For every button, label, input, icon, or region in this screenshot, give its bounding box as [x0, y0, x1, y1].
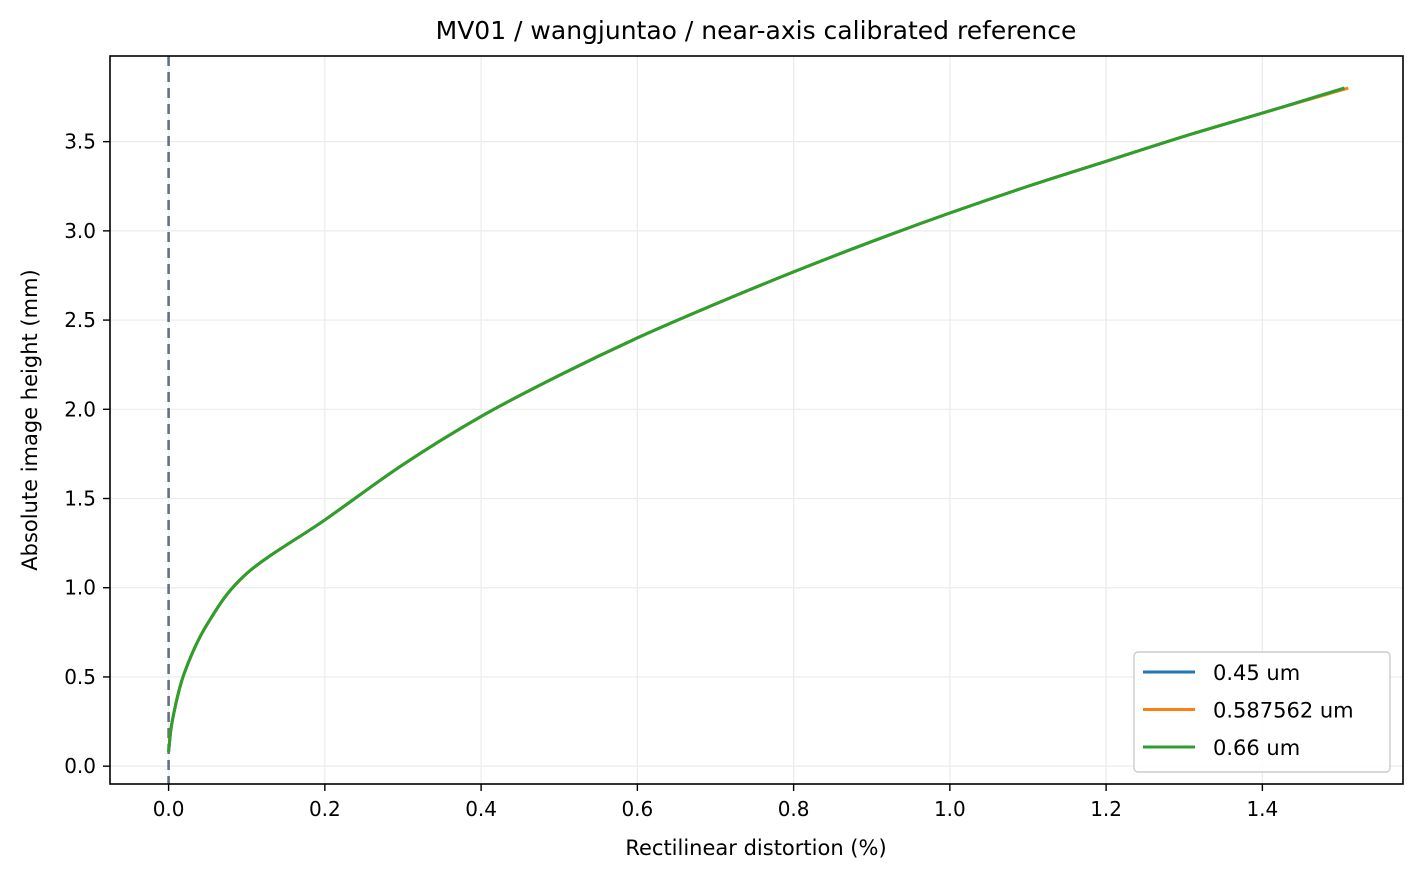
y-tick-label: 1.5 — [64, 487, 96, 511]
y-axis-label: Absolute image height (mm) — [18, 269, 42, 570]
y-tick-label: 2.5 — [64, 308, 96, 332]
x-axis: 0.0 0.2 0.4 0.6 0.8 1.0 1.2 1.4 — [153, 784, 1278, 821]
legend-label-1: 0.45 um — [1213, 661, 1300, 685]
series-line-3 — [167, 86, 1345, 753]
y-axis: 0.0 0.5 1.0 1.5 2.0 2.5 3.0 3.5 — [64, 130, 110, 778]
legend-box — [1133, 651, 1391, 773]
series-layer — [167, 86, 1349, 753]
x-tick-label: 0.2 — [309, 797, 341, 821]
y-tick-label: 2.0 — [64, 397, 96, 421]
y-tick-label: 1.0 — [64, 576, 96, 600]
y-tick-label: 3.5 — [64, 130, 96, 154]
legend-label-2: 0.587562 um — [1213, 699, 1354, 723]
x-tick-label: 1.4 — [1246, 797, 1278, 821]
y-tick-label: 0.5 — [64, 665, 96, 689]
plot-frame — [109, 55, 1404, 785]
legend-label-3: 0.66 um — [1213, 736, 1300, 760]
chart-title: MV01 / wangjuntao / near-axis calibrated… — [436, 16, 1077, 45]
legend: 0.45 um 0.587562 um 0.66 um — [1133, 651, 1391, 773]
x-tick-label: 1.2 — [1090, 797, 1122, 821]
x-tick-label: 0.0 — [153, 797, 185, 821]
x-tick-label: 0.6 — [621, 797, 653, 821]
y-tick-label: 3.0 — [64, 219, 96, 243]
x-tick-label: 0.8 — [778, 797, 810, 821]
x-tick-label: 1.0 — [934, 797, 966, 821]
x-axis-label: Rectilinear distortion (%) — [625, 836, 886, 860]
y-tick-label: 0.0 — [64, 754, 96, 778]
x-tick-label: 0.4 — [465, 797, 497, 821]
